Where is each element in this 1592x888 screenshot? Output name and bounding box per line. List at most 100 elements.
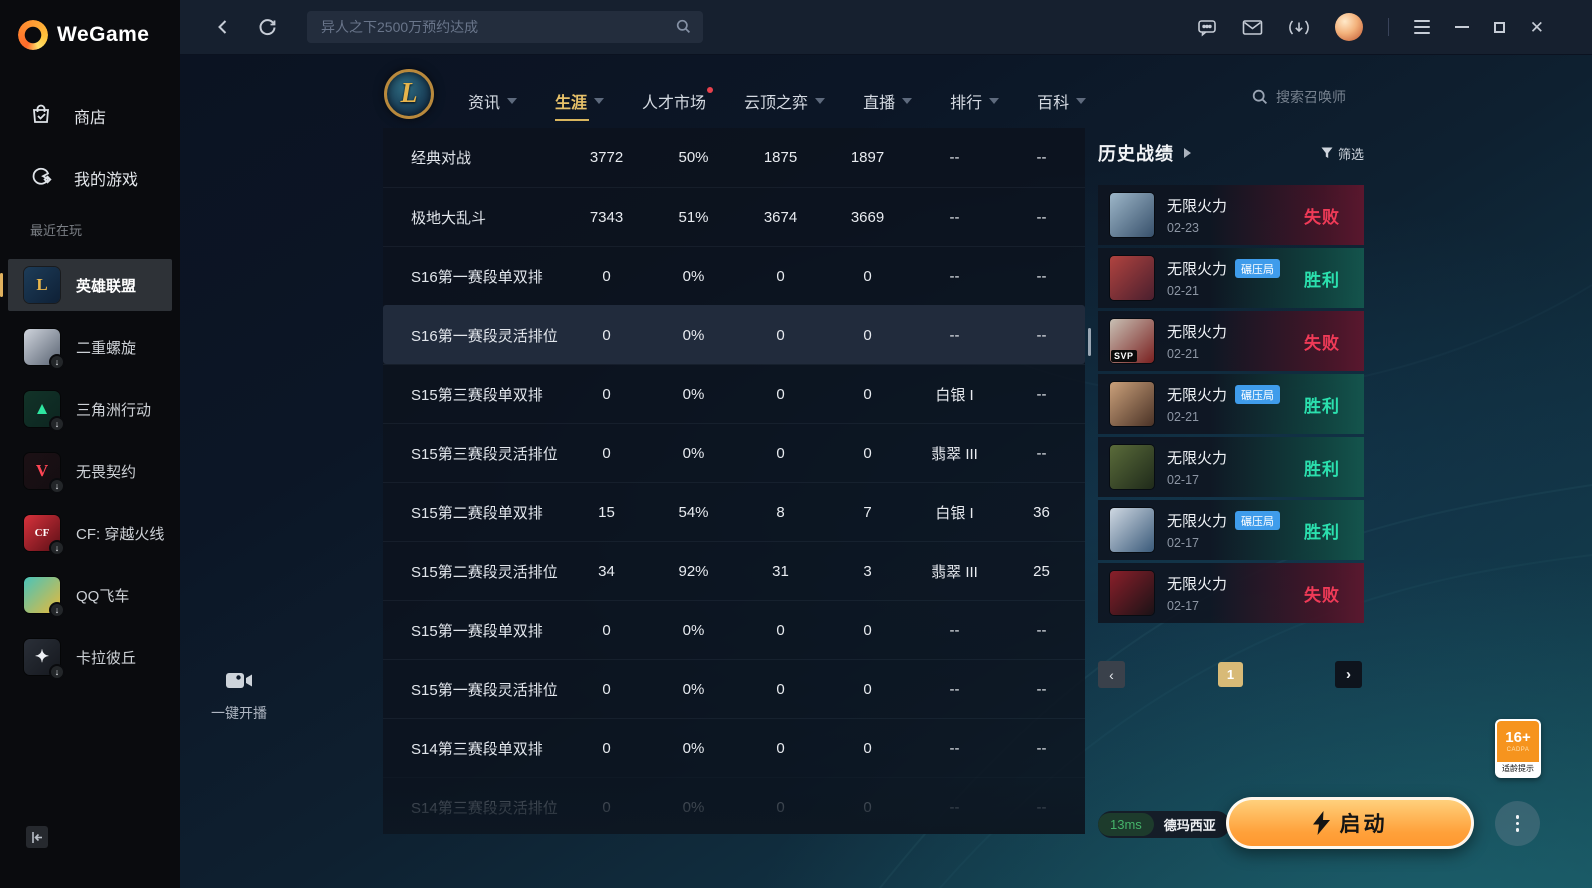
lol-nav-tab[interactable]: 生涯: [555, 75, 605, 127]
stat-cell: 0%: [682, 444, 705, 462]
filter-label: 筛选: [1337, 146, 1364, 162]
stat-cell: 0%: [682, 385, 705, 403]
match-result: 失败: [1304, 585, 1340, 605]
filter-button[interactable]: 筛选: [1321, 144, 1364, 163]
stats-table-row[interactable]: S14第三赛段单双排 0 0% 0 0 -- --: [383, 718, 1085, 777]
close-button[interactable]: ✕: [1529, 17, 1544, 37]
age-rating-badge[interactable]: 16+ CADPA 适龄提示: [1495, 719, 1541, 778]
career-stats-table: 经典对战 3772 50% 1875 1897 -- -- 极地大乱斗 7343 51% 36…: [383, 128, 1085, 834]
search-icon[interactable]: [676, 19, 691, 39]
age-org: CADPA: [1506, 747, 1530, 753]
page-next-button[interactable]: ›: [1335, 661, 1362, 688]
game-list: L 英雄联盟 ↓ 二重螺旋 ▲ ↓ 三角洲行动 V ↓ 无畏契约 CF ↓ CF…: [0, 259, 180, 683]
stat-cell: --: [1036, 385, 1047, 403]
stats-table-row[interactable]: S16第一赛段灵活排位 0 0% 0 0 -- --: [383, 305, 1085, 364]
lol-nav-tab[interactable]: 资讯: [468, 75, 518, 127]
stats-table-row[interactable]: 极地大乱斗 7343 51% 3674 3669 -- --: [383, 187, 1085, 246]
launch-game-button[interactable]: 启动: [1226, 797, 1474, 849]
match-history-item[interactable]: 无限火力 碾压局 02-21 胜利: [1098, 248, 1364, 308]
stat-cell: --: [1036, 739, 1047, 757]
sidebar-game-item[interactable]: ▲ ↓ 三角洲行动: [8, 383, 172, 435]
game-icon: CF ↓: [24, 515, 65, 556]
chevron-down-icon: [507, 98, 518, 104]
maximize-button[interactable]: [1493, 21, 1505, 33]
sidebar-game-item[interactable]: CF ↓ CF: 穿越火线: [8, 507, 172, 559]
summoner-search[interactable]: 搜索召唤师: [1252, 87, 1346, 107]
chevron-right-icon[interactable]: [1184, 148, 1191, 158]
lol-nav-tab[interactable]: 排行: [950, 75, 1000, 127]
match-history-panel: 历史战绩 筛选 无限火力 02-23 失败 无限火力 碾压: [1098, 140, 1364, 626]
stats-table-row[interactable]: S15第一赛段灵活排位 0 0% 0 0 -- --: [383, 659, 1085, 718]
more-options-button[interactable]: [1495, 801, 1540, 846]
refresh-button[interactable]: [258, 18, 277, 37]
match-list: 无限火力 02-23 失败 无限火力 碾压局 02-21 胜利 SVP 无限火力: [1098, 185, 1364, 623]
stat-cell: 白银 I: [935, 386, 974, 404]
champion-icon: [1110, 571, 1154, 615]
table-scrollbar[interactable]: [1088, 328, 1091, 356]
match-history-item[interactable]: 无限火力 02-17 胜利: [1098, 437, 1364, 497]
messages-icon[interactable]: [1197, 18, 1217, 37]
user-avatar[interactable]: [1334, 13, 1363, 41]
window-titlebar: ✕: [180, 0, 1592, 55]
stat-cell: 15: [598, 503, 615, 521]
page-prev-button[interactable]: ‹: [1098, 661, 1125, 688]
download-badge-icon: ↓: [49, 602, 65, 618]
match-history-title: 历史战绩: [1098, 144, 1174, 164]
page-current[interactable]: 1: [1218, 662, 1243, 687]
stat-cell: 1875: [763, 149, 798, 166]
sidebar-game-item[interactable]: V ↓ 无畏契约: [8, 445, 172, 497]
match-history-item[interactable]: 无限火力 碾压局 02-21 胜利: [1098, 374, 1364, 434]
queue-name: S15第二赛段灵活排位: [411, 563, 558, 581]
sidebar-game-item[interactable]: L 英雄联盟: [0, 259, 172, 311]
collapse-sidebar-button[interactable]: [26, 826, 48, 848]
match-history-item[interactable]: SVP 无限火力 02-21 失败: [1098, 311, 1364, 371]
stat-cell: 0%: [682, 739, 705, 757]
stats-table-row[interactable]: S15第二赛段单双排 15 54% 8 7 白银 I 36: [383, 482, 1085, 541]
lol-nav-tab[interactable]: 人才市场: [642, 75, 714, 127]
mail-icon[interactable]: [1242, 19, 1263, 36]
stat-cell: 51%: [678, 208, 709, 226]
stat-cell: 0: [602, 798, 611, 816]
stats-table-row[interactable]: S14第三赛段灵活排位 0 0% 0 0 -- --: [383, 777, 1085, 834]
game-icon: L: [24, 267, 60, 303]
match-history-item[interactable]: 无限火力 碾压局 02-17 胜利: [1098, 500, 1364, 560]
queue-name: S16第一赛段单双排: [411, 268, 543, 286]
back-button[interactable]: [214, 18, 232, 36]
stats-table-row[interactable]: S15第二赛段灵活排位 34 92% 31 3 翡翠 III 25: [383, 541, 1085, 600]
stat-cell: --: [1036, 267, 1047, 285]
match-history-item[interactable]: 无限火力 02-17 失败: [1098, 563, 1364, 623]
minimize-button[interactable]: [1454, 26, 1469, 28]
one-click-stream[interactable]: 一键开播: [194, 671, 284, 723]
lol-nav-tab[interactable]: 直播: [863, 75, 913, 127]
stats-table-row[interactable]: S16第一赛段单双排 0 0% 0 0 -- --: [383, 246, 1085, 305]
sidebar-item-my-games[interactable]: 我的游戏: [0, 158, 180, 198]
lol-nav-tab[interactable]: 百科: [1037, 75, 1087, 127]
match-mode: 无限火力: [1167, 450, 1228, 467]
match-result: 胜利: [1304, 396, 1340, 416]
main-menu-icon[interactable]: [1413, 20, 1430, 34]
tab-label: 云顶之弈: [744, 95, 809, 112]
stats-table-row[interactable]: S15第一赛段单双排 0 0% 0 0 -- --: [383, 600, 1085, 659]
store-bag-icon: [30, 103, 52, 130]
stat-cell: 0: [863, 739, 872, 757]
match-result: 胜利: [1304, 459, 1340, 479]
champion-icon: [1110, 193, 1154, 237]
downloads-icon[interactable]: [1288, 18, 1310, 37]
sidebar-game-item[interactable]: ↓ 二重螺旋: [8, 321, 172, 373]
sidebar-item-store[interactable]: 商店: [0, 96, 180, 136]
lol-nav-tab[interactable]: 云顶之弈: [744, 75, 826, 127]
stat-cell: 0: [863, 326, 872, 344]
stats-table-row[interactable]: 经典对战 3772 50% 1875 1897 -- --: [383, 128, 1085, 187]
stat-cell: 0: [776, 267, 785, 285]
match-history-item[interactable]: 无限火力 02-23 失败: [1098, 185, 1364, 245]
stat-cell: 7343: [589, 208, 624, 226]
global-search-input[interactable]: [307, 19, 703, 35]
sidebar-game-item[interactable]: ↓ QQ飞车: [8, 569, 172, 621]
tab-label: 生涯: [555, 95, 588, 112]
stat-cell: 0%: [682, 326, 705, 344]
ping-indicator[interactable]: 13ms 德玛西亚: [1098, 811, 1230, 838]
stats-table-row[interactable]: S15第三赛段灵活排位 0 0% 0 0 翡翠 III --: [383, 423, 1085, 482]
stats-table-row[interactable]: S15第三赛段单双排 0 0% 0 0 白银 I --: [383, 364, 1085, 423]
game-name: 三角洲行动: [76, 401, 152, 419]
sidebar-game-item[interactable]: ✦ ↓ 卡拉彼丘: [8, 631, 172, 683]
